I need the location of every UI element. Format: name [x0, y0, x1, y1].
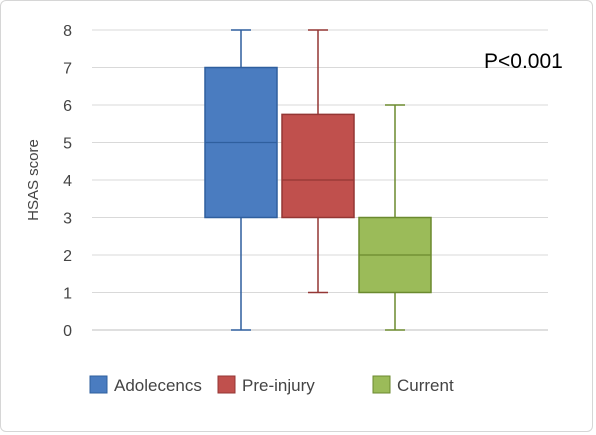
legend-label: Current — [397, 376, 454, 395]
y-tick-label: 7 — [63, 61, 72, 78]
legend-label: Adolecencs — [114, 376, 202, 395]
legend: Adolecencs Pre-injury Current — [89, 375, 454, 395]
box-current — [358, 104, 432, 331]
box-adolecencs — [204, 29, 278, 331]
legend-swatch — [372, 375, 391, 394]
box-body — [281, 113, 355, 219]
legend-label: Pre-injury — [242, 376, 315, 395]
legend-item-current: Current — [372, 375, 454, 395]
y-tick-label: 0 — [63, 323, 72, 340]
legend-item-pre-injury: Pre-injury — [217, 375, 315, 395]
y-axis-ticks: 0 1 2 3 4 5 6 7 8 — [63, 23, 72, 340]
box-series — [204, 29, 432, 331]
legend-swatch — [89, 375, 108, 394]
y-tick-label: 4 — [63, 173, 72, 190]
legend-swatch — [217, 375, 236, 394]
y-tick-label: 2 — [63, 248, 72, 265]
y-tick-label: 5 — [63, 136, 72, 153]
y-tick-label: 6 — [63, 98, 72, 115]
y-axis-label: HSAS score — [25, 139, 42, 221]
box-pre-injury — [281, 29, 355, 294]
y-tick-label: 3 — [63, 211, 72, 228]
legend-item-adolecencs: Adolecencs — [89, 375, 202, 395]
y-tick-label: 8 — [63, 23, 72, 40]
p-value-annotation: P<0.001 — [484, 50, 563, 73]
y-tick-label: 1 — [63, 286, 72, 303]
